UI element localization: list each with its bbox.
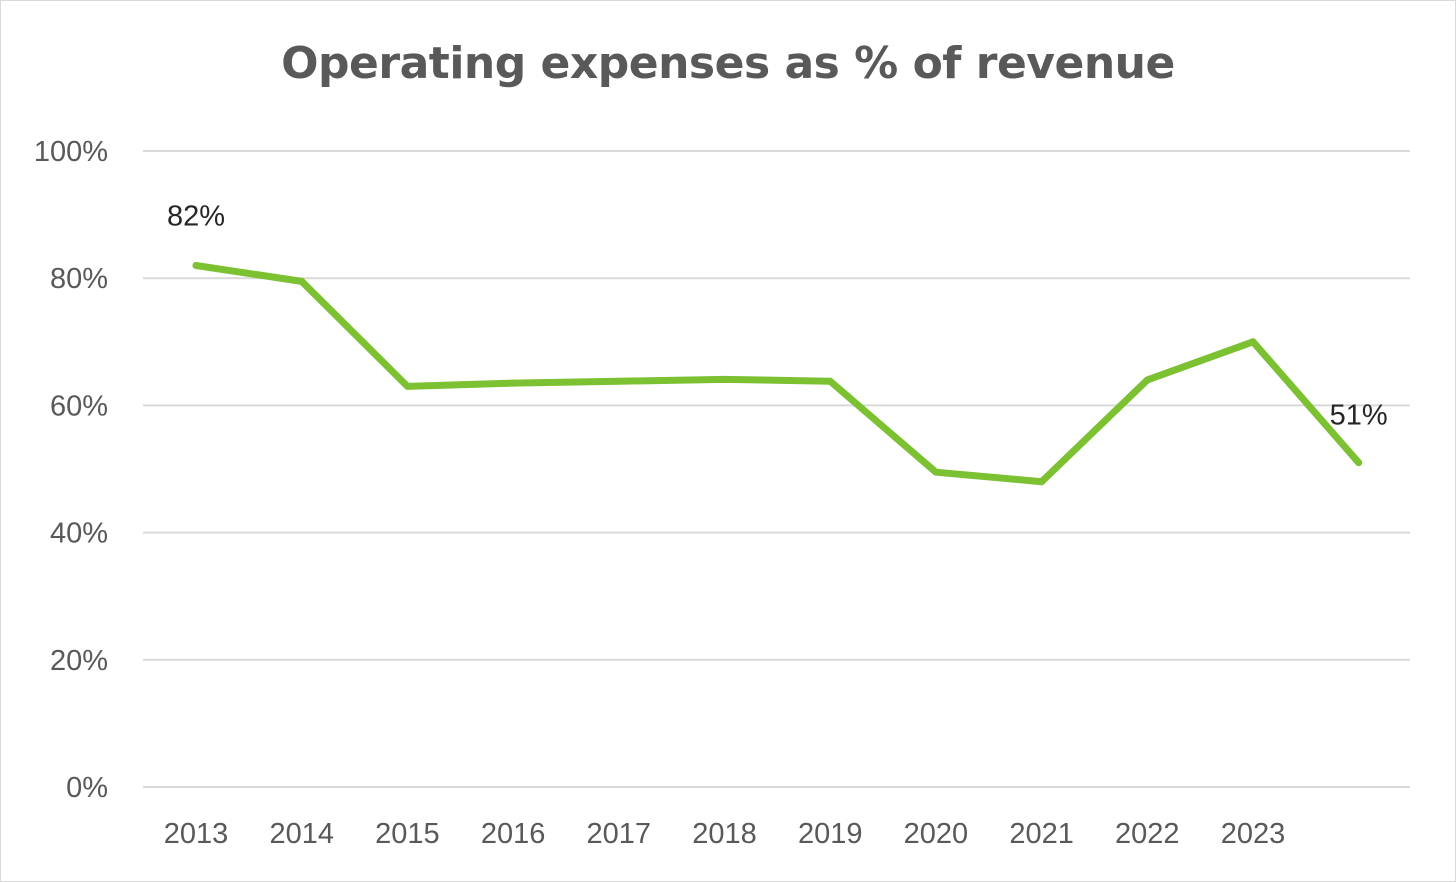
x-tick-label: 2015 (375, 818, 440, 850)
x-tick-label: 2022 (1115, 818, 1180, 850)
series-line (192, 261, 1363, 486)
y-tick-label: 0% (66, 772, 108, 804)
x-tick-label: 2014 (269, 818, 334, 850)
x-tick-label: 2019 (798, 818, 863, 850)
x-tick-label: 2013 (164, 818, 229, 850)
data-point (721, 375, 728, 383)
y-tick-label: 40% (50, 518, 108, 550)
data-point (1143, 376, 1151, 384)
x-tick-label: 2018 (692, 818, 757, 850)
x-tick-label: 2021 (1009, 818, 1074, 850)
data-point (1038, 478, 1046, 486)
y-tick-label: 100% (34, 136, 108, 168)
data-point (298, 277, 306, 285)
data-point (192, 261, 200, 269)
y-tick-label: 60% (50, 390, 108, 422)
x-tick-label: 2016 (481, 818, 546, 850)
data-point (1249, 338, 1257, 346)
data-point (403, 382, 411, 390)
data-label: 51% (1330, 400, 1388, 432)
data-point (932, 468, 940, 476)
data-point (826, 377, 834, 385)
data-label: 82% (167, 200, 225, 232)
data-point (1355, 459, 1363, 467)
x-tick-label: 2023 (1221, 818, 1286, 850)
x-tick-label: 2017 (587, 818, 652, 850)
x-tick-label: 2020 (904, 818, 969, 850)
y-tick-label: 80% (50, 263, 108, 295)
data-point (615, 377, 623, 385)
chart-title: Operating expenses as % of revenue (281, 38, 1175, 89)
data-point (509, 379, 517, 387)
y-tick-label: 20% (50, 645, 108, 677)
